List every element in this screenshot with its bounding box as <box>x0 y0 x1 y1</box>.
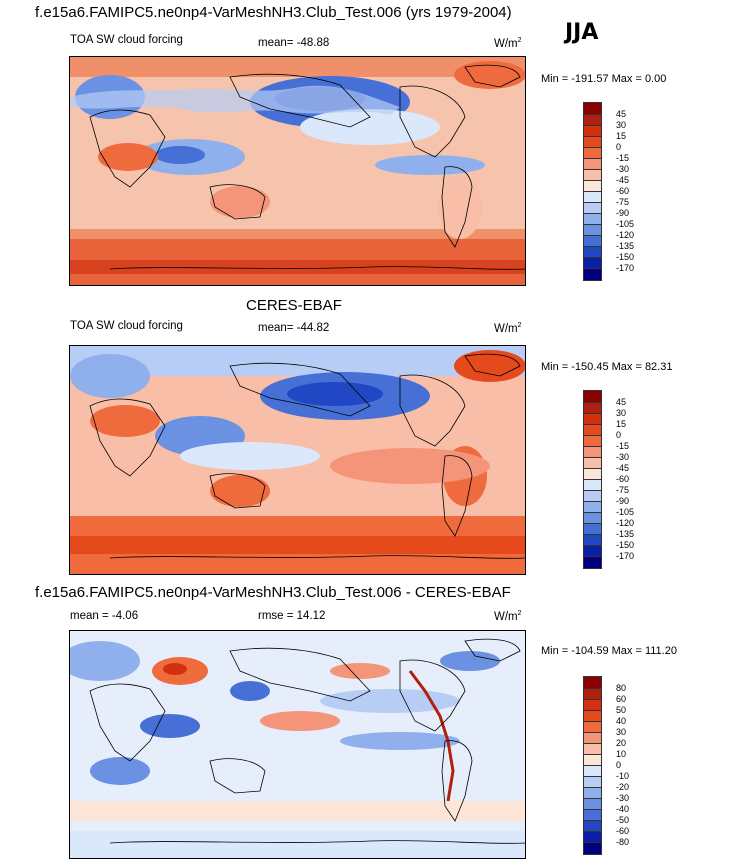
panel3-level-label: -40 <box>616 804 630 814</box>
panel2-variable-label: TOA SW cloud forcing <box>70 320 183 332</box>
panel3-level-label: 50 <box>616 705 627 715</box>
panel1-level-label: -90 <box>616 208 630 218</box>
panel2-level-label: 15 <box>616 419 627 429</box>
panel2-map-field <box>70 346 525 574</box>
panel3-level-label: 40 <box>616 716 627 726</box>
panel2-colorbar <box>583 390 602 569</box>
panel3-level-label: 10 <box>616 749 627 759</box>
panel2-level-label: -75 <box>616 485 630 495</box>
panel2-level-label: 45 <box>616 397 627 407</box>
panel3-level-label: -80 <box>616 837 630 847</box>
panel3-level-label: -20 <box>616 782 630 792</box>
panel3-mean-label: mean = -4.06 <box>70 610 139 622</box>
panel1-units-label: W/m2 <box>494 37 522 50</box>
season-label: JJA <box>565 20 599 45</box>
panel1-level-label: -150 <box>616 252 635 262</box>
panel3-level-label: 60 <box>616 694 627 704</box>
panel2-level-label: -60 <box>616 474 630 484</box>
panel1-level-label: 15 <box>616 131 627 141</box>
panel2-level-label: -30 <box>616 452 630 462</box>
panel1-level-label: 0 <box>616 142 622 152</box>
panel1-level-label: -105 <box>616 219 635 229</box>
panel3-rmse-label: rmse = 14.12 <box>258 610 326 622</box>
panel3-level-label: -60 <box>616 826 630 836</box>
panel1-level-label: -75 <box>616 197 630 207</box>
panel1-map <box>69 56 526 286</box>
panel2-level-label: -120 <box>616 518 635 528</box>
panel1-level-label: -30 <box>616 164 630 174</box>
panel3-level-label: -30 <box>616 793 630 803</box>
panel3-level-label: 0 <box>616 760 622 770</box>
panel2-level-label: -135 <box>616 529 635 539</box>
panel2-level-label: -105 <box>616 507 635 517</box>
panel1-mean-label: mean= -48.88 <box>258 37 330 49</box>
panel2-level-label: 0 <box>616 430 622 440</box>
panel2-level-label: -150 <box>616 540 635 550</box>
panel3-minmax-label: Min = -104.59 Max = 111.20 <box>541 645 677 657</box>
panel3-colorbar <box>583 676 602 855</box>
panel1-level-label: -135 <box>616 241 635 251</box>
panel1-colorbar <box>583 102 602 281</box>
panel3-map <box>69 630 526 859</box>
panel1-level-label: -170 <box>616 263 635 273</box>
panel1-level-label: 45 <box>616 109 627 119</box>
panel2-minmax-label: Min = -150.45 Max = 82.31 <box>541 361 673 373</box>
panel3-level-label: -10 <box>616 771 630 781</box>
panel1-level-label: -120 <box>616 230 635 240</box>
panel3-heading: f.e15a6.FAMIPC5.ne0np4-VarMeshNH3.Club_T… <box>35 584 511 601</box>
panel2-level-label: -170 <box>616 551 635 561</box>
panel3-level-label: 30 <box>616 727 627 737</box>
panel3-level-label: 20 <box>616 738 627 748</box>
panel2-heading: CERES-EBAF <box>246 297 342 314</box>
panel2-level-label: -45 <box>616 463 630 473</box>
panel1-level-label: 30 <box>616 120 627 130</box>
panel1-minmax-label: Min = -191.57 Max = 0.00 <box>541 73 667 85</box>
panel1-variable-label: TOA SW cloud forcing <box>70 34 183 46</box>
panel1-map-field <box>70 57 525 285</box>
panel3-map-field <box>70 631 525 858</box>
panel3-level-label: -50 <box>616 815 630 825</box>
panel2-units-label: W/m2 <box>494 322 522 335</box>
panel1-level-label: -45 <box>616 175 630 185</box>
page-title: f.e15a6.FAMIPC5.ne0np4-VarMeshNH3.Club_T… <box>35 4 512 21</box>
panel3-level-label: 80 <box>616 683 627 693</box>
panel2-level-label: 30 <box>616 408 627 418</box>
panel2-level-label: -15 <box>616 441 630 451</box>
panel2-mean-label: mean= -44.82 <box>258 322 330 334</box>
panel2-level-label: -90 <box>616 496 630 506</box>
panel1-level-label: -15 <box>616 153 630 163</box>
panel3-units-label: W/m2 <box>494 610 522 623</box>
panel1-level-label: -60 <box>616 186 630 196</box>
panel2-map <box>69 345 526 575</box>
